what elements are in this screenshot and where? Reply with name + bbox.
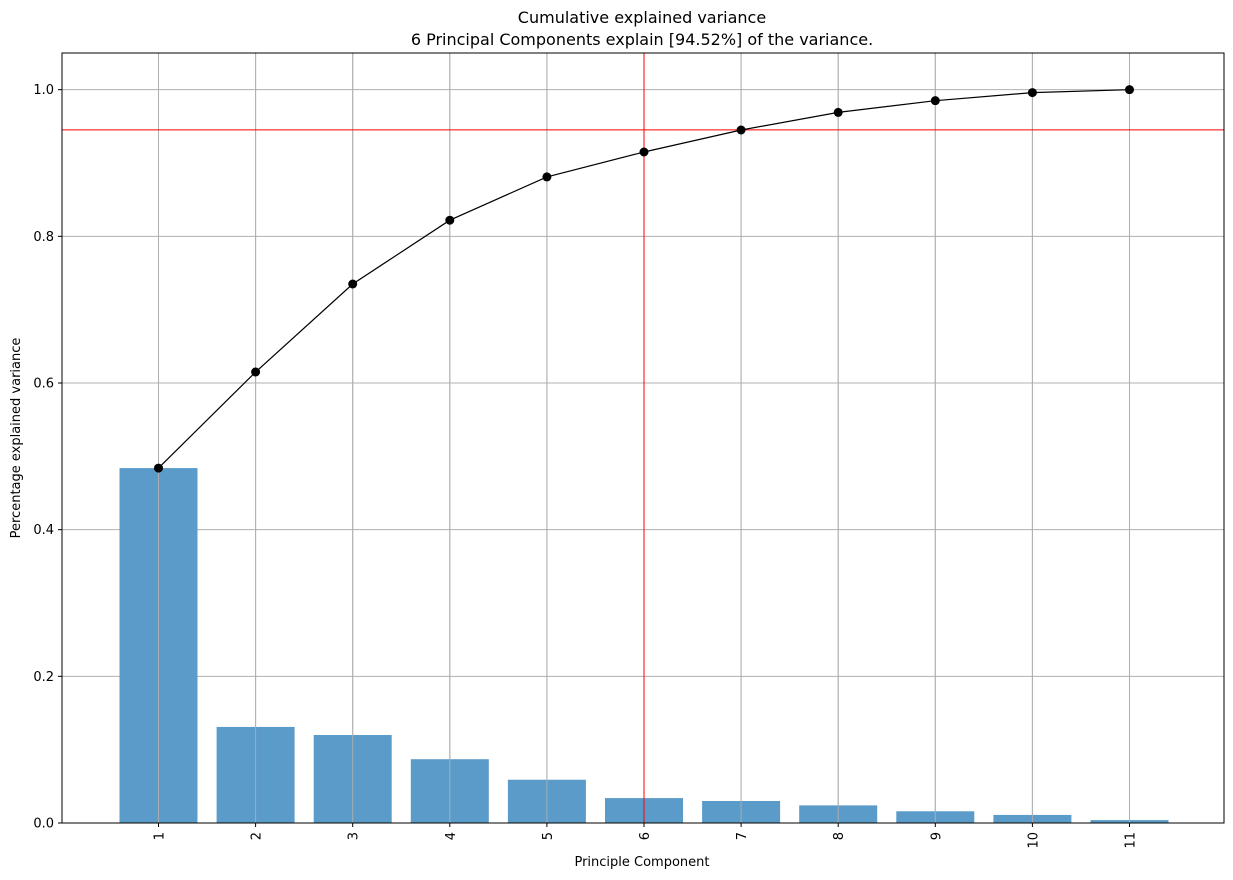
- cumulative-point-4: [445, 215, 455, 225]
- cumulative-point-7: [736, 125, 746, 135]
- x-tick-label: 10: [1026, 832, 1041, 849]
- chart-subtitle: 6 Principal Components explain [94.52%] …: [411, 30, 873, 49]
- cumulative-point-8: [833, 107, 843, 117]
- plot-frame: [61, 52, 1225, 824]
- bars-layer: [119, 53, 1169, 823]
- ticks-layer: 0.0 0.2 0.4 0.6 0.8 1.0 1 2 3 4 5 6 7 8 9 10 11: [33, 83, 1138, 848]
- cumulative-point-3: [348, 279, 358, 289]
- cumulative-line-layer: [154, 85, 1134, 473]
- x-tick-label: 11: [1124, 832, 1139, 849]
- y-tick-label: 1.0: [33, 83, 54, 98]
- threshold-layer: [62, 53, 1224, 823]
- y-tick-label: 0.2: [33, 670, 54, 685]
- y-tick-label: 0.8: [33, 230, 54, 245]
- cumulative-point-11: [1125, 85, 1134, 95]
- x-tick-label: 2: [250, 832, 265, 840]
- cumulative-point-2: [251, 367, 261, 377]
- y-tick-label: 0.6: [33, 377, 54, 392]
- x-tick-label: 9: [929, 832, 944, 840]
- x-tick-label: 1: [153, 832, 168, 840]
- cumulative-point-10: [1027, 88, 1037, 98]
- cumulative-point-9: [930, 96, 940, 106]
- x-tick-label: 3: [347, 832, 362, 840]
- chart-title: Cumulative explained variance: [518, 8, 766, 27]
- cumulative-point-1: [154, 463, 163, 473]
- x-axis-label: Principle Component: [574, 855, 709, 870]
- x-tick-label: 4: [444, 832, 459, 840]
- x-tick-label: 8: [832, 832, 847, 840]
- x-tick-label: 5: [541, 832, 556, 840]
- y-tick-label: 0.0: [33, 817, 54, 832]
- x-tick-label: 6: [638, 832, 653, 840]
- cumulative-point-6: [639, 147, 649, 157]
- y-axis-label: Percentage explained variance: [9, 338, 24, 539]
- grid-layer: [62, 53, 1224, 824]
- x-tick-label: 7: [735, 832, 750, 840]
- y-tick-label: 0.4: [33, 523, 54, 538]
- cumulative-point-5: [542, 172, 552, 182]
